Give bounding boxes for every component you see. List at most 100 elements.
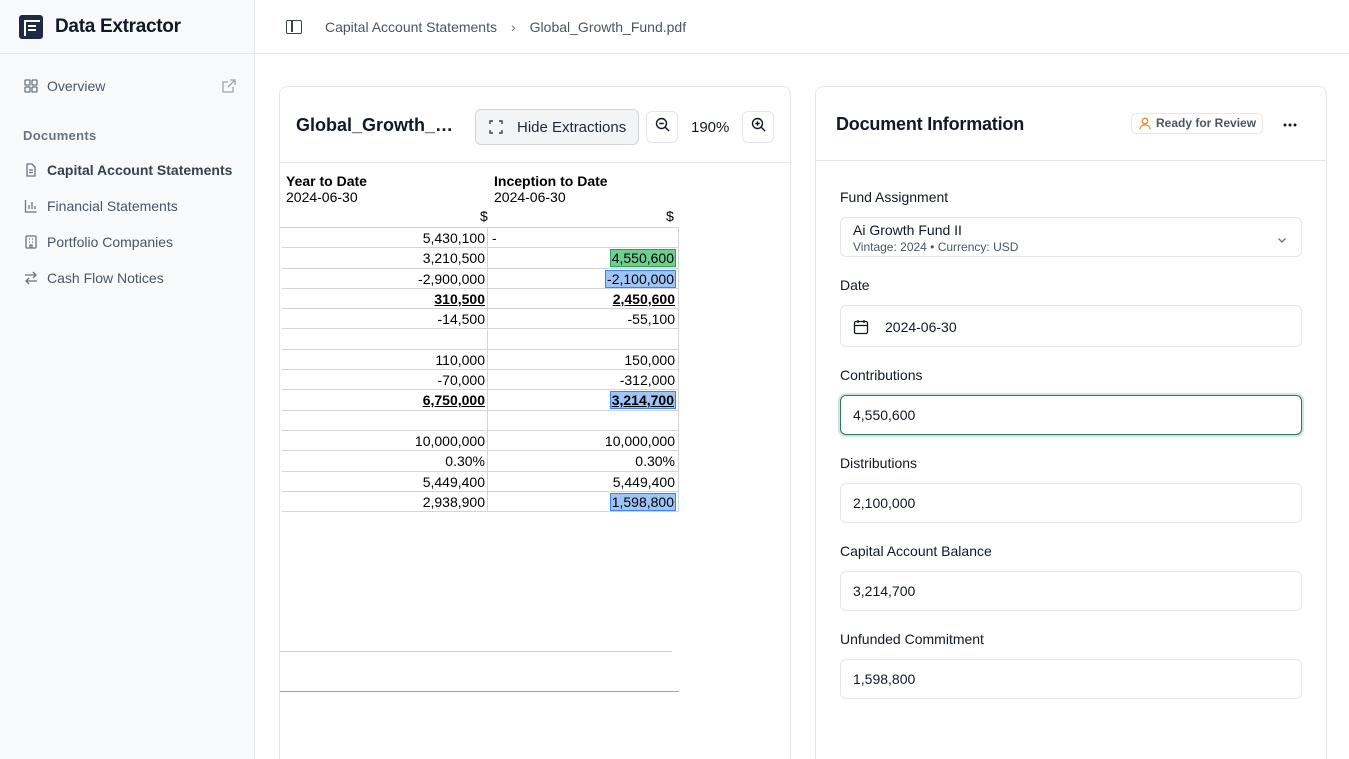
cell-itd: 2,450,600 [489,288,679,309]
viewer-toolbar: Global_Growth_Fund.pdf Hide Extractions … [280,87,790,163]
sidebar-item-label: Overview [47,78,106,94]
contributions-label: Contributions [840,367,923,383]
cell-ytd: 3,210,500 [282,248,488,269]
cell-ytd [282,329,488,350]
column-header-itd: Inception to Date 2024-06-30 [494,173,608,205]
table-row: 310,500 2,450,600 [282,288,679,310]
extraction-highlight[interactable]: -2,100,000 [605,269,676,288]
fullscreen-icon [489,120,503,134]
cell-ytd: 2,938,900 [282,491,488,512]
cell-ytd: 0.30% [282,451,488,472]
extraction-highlight[interactable]: 4,550,600 [609,249,677,268]
cell-itd [489,329,679,350]
status-badge: Ready for Review [1131,113,1264,134]
page-break [280,691,679,692]
sidebar-item-label: Financial Statements [47,198,178,214]
cell-ytd: 10,000,000 [282,431,488,451]
hide-extractions-label: Hide Extractions [517,118,627,136]
table-row [282,410,679,431]
date-picker[interactable]: 2024-06-30 [840,305,1302,347]
cell-ytd: -70,000 [282,370,488,391]
table-row: 5,449,400 5,449,400 [282,471,679,492]
cell-itd: 4,550,600 [489,248,679,269]
sidebar-item-cash-flow-notices[interactable]: Cash Flow Notices [0,262,254,294]
page-rule [280,651,672,652]
zoom-out-button[interactable] [646,111,678,143]
table-row: 6,750,000 3,214,700 [282,390,679,411]
cell-itd [489,410,679,431]
cell-itd: 10,000,000 [489,431,679,451]
fund-assignment-label: Fund Assignment [840,189,949,205]
zoom-in-button[interactable] [742,111,774,143]
ellipsis-icon [1283,114,1297,132]
document-viewer: Global_Growth_Fund.pdf Hide Extractions … [279,86,791,759]
cell-itd: 3,214,700 [489,390,679,411]
arrows-exchange-icon [24,271,38,285]
logo-icon [19,14,43,39]
sidebar-item-overview[interactable]: Overview [0,70,254,102]
info-header: Document Information Ready for Review [816,87,1326,161]
cell-itd: - [489,228,679,248]
document-icon [24,163,38,177]
table-row: 3,210,500 4,550,600 [282,248,679,269]
cell-ytd: 5,430,100 [282,228,488,248]
capital-account-balance-label: Capital Account Balance [840,543,992,559]
cell-ytd: -2,900,000 [282,268,488,289]
more-options-button[interactable] [1276,109,1304,137]
sidebar-toggle-icon[interactable] [286,19,302,34]
sidebar-item-label: Capital Account Statements [47,162,233,178]
cell-itd: -55,100 [489,309,679,330]
contributions-input[interactable] [840,395,1302,435]
topbar: Capital Account Statements › Global_Grow… [255,0,1349,54]
building-icon [24,235,38,249]
cell-itd: 1,598,800 [489,491,679,512]
currency-symbol: $ [666,208,674,224]
unfunded-commitment-input[interactable] [840,659,1302,699]
capital-account-balance-input[interactable] [840,571,1302,611]
cell-ytd: 5,449,400 [282,471,488,492]
cell-ytd: 310,500 [282,288,488,309]
table-row: 0.30% 0.30% [282,451,679,472]
external-link-icon[interactable] [222,79,236,93]
date-value: 2024-06-30 [885,319,957,335]
breadcrumb-current: Global_Growth_Fund.pdf [529,18,687,35]
breadcrumb-parent[interactable]: Capital Account Statements [325,18,497,35]
sidebar-item-label: Portfolio Companies [47,234,174,250]
sidebar-item-portfolio-companies[interactable]: Portfolio Companies [0,226,254,258]
brand: Data Extractor [0,0,254,54]
chevron-right-icon: › [511,18,516,35]
fund-name: Ai Growth Fund II [853,222,962,238]
column-title: Year to Date [286,173,367,189]
date-label: Date [840,277,870,293]
sidebar-item-capital-account-statements[interactable]: Capital Account Statements [0,154,254,186]
section-label-documents: Documents [23,128,97,143]
bar-chart-icon [24,199,38,213]
table-row: -2,900,000 -2,100,000 [282,268,679,289]
document-title: Global_Growth_Fund.pdf [296,115,456,135]
table-row: -70,000 -312,000 [282,370,679,391]
table-row: 2,938,900 1,598,800 [282,491,679,513]
zoom-level: 190% [691,119,730,136]
fund-meta: Vintage: 2024 • Currency: USD [853,240,1019,254]
hide-extractions-button[interactable]: Hide Extractions [475,109,639,145]
column-date: 2024-06-30 [286,189,358,205]
info-title: Document Information [836,114,1024,134]
pdf-page: Year to Date 2024-06-30 Inception to Dat… [280,164,790,759]
column-header-ytd: Year to Date 2024-06-30 [286,173,367,205]
distributions-input[interactable] [840,483,1302,523]
extraction-highlight[interactable]: 1,598,800 [609,492,677,511]
extraction-highlight[interactable]: 3,214,700 [609,391,677,410]
distributions-label: Distributions [840,455,918,471]
sidebar: Data Extractor Overview Documents Capita… [0,0,255,759]
document-information-panel: Document Information Ready for Review Fu… [815,86,1327,759]
cell-itd: 0.30% [489,451,679,472]
table-row: -14,500 -55,100 [282,309,679,330]
sidebar-item-financial-statements[interactable]: Financial Statements [0,190,254,222]
cell-itd: 5,449,400 [489,471,679,492]
fund-assignment-select[interactable]: Ai Growth Fund II Vintage: 2024 • Curren… [840,217,1302,257]
zoom-out-icon [655,117,670,137]
currency-symbol: $ [480,208,488,224]
cell-itd: 150,000 [489,349,679,370]
cell-ytd: 110,000 [282,349,488,370]
user-icon [1139,117,1151,130]
